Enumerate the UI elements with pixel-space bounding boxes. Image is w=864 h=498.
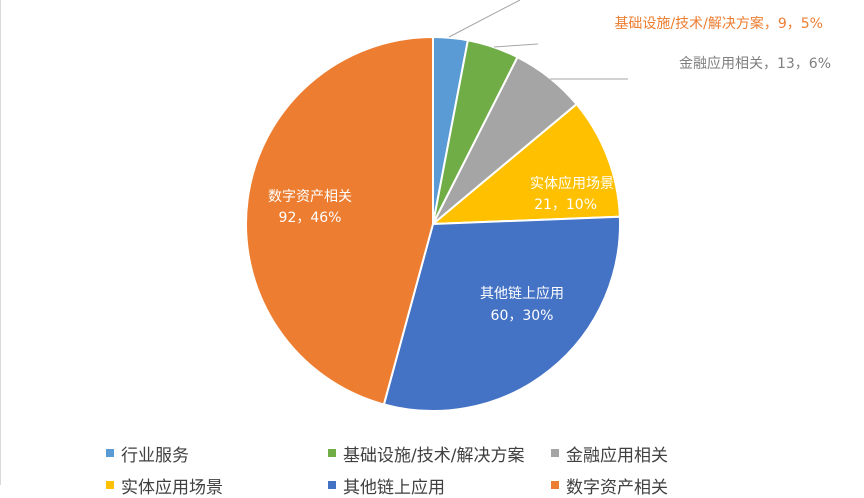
data-label-infra: 基础设施/技术/解决方案，9，5% (614, 15, 823, 32)
chart-frame-border (0, 0, 1, 485)
legend-swatch-finance (551, 449, 559, 457)
pie-slices (245, 35, 621, 412)
legend-swatch-digital (551, 481, 559, 489)
legend-item-industry: 行业服务 (106, 441, 189, 466)
legend-label-industry: 行业服务 (121, 445, 189, 466)
pie-slice-digital (245, 35, 434, 406)
leader-lines (448, 0, 628, 80)
pie-slice-physical (430, 102, 621, 226)
data-label-digital-name: 数字资产相关 (268, 189, 352, 205)
pie-slice-other (382, 215, 621, 412)
data-label-finance: 金融应用相关，13，6% (679, 55, 831, 72)
legend-label-other: 其他链上应用 (343, 477, 445, 498)
data-label-other-value: 60，30% (491, 308, 554, 324)
legend-item-infra: 基础设施/技术/解决方案 (328, 441, 525, 466)
legend-label-physical: 实体应用场景 (121, 477, 223, 498)
data-label-physical-name: 实体应用场景 (530, 175, 614, 192)
legend-label-digital: 数字资产相关 (566, 477, 668, 498)
legend-swatch-industry (106, 449, 114, 457)
legend-swatch-infra (328, 449, 336, 457)
legend-swatch-other (328, 481, 336, 489)
legend-item-other: 其他链上应用 (328, 473, 445, 498)
leader-line-infra (493, 43, 539, 48)
data-labels: 基础设施/技术/解决方案，9，5% 金融应用相关，13，6% 实体应用场景 21… (268, 15, 831, 324)
legend-label-infra: 基础设施/技术/解决方案 (343, 445, 525, 466)
legend-item-finance: 金融应用相关 (551, 441, 668, 466)
legend-label-finance: 金融应用相关 (566, 445, 668, 466)
data-label-digital-value: 92，46% (279, 210, 342, 226)
legend-item-physical: 实体应用场景 (106, 473, 223, 498)
data-label-physical-value: 21，10% (534, 197, 597, 213)
legend-swatch-physical (106, 481, 114, 489)
data-label-other-name: 其他链上应用 (480, 285, 564, 302)
legend-item-digital: 数字资产相关 (551, 473, 668, 498)
leader-line-industry (448, 0, 521, 38)
pie-chart: 基础设施/技术/解决方案，9，5% 金融应用相关，13，6% 实体应用场景 21… (245, 0, 831, 412)
